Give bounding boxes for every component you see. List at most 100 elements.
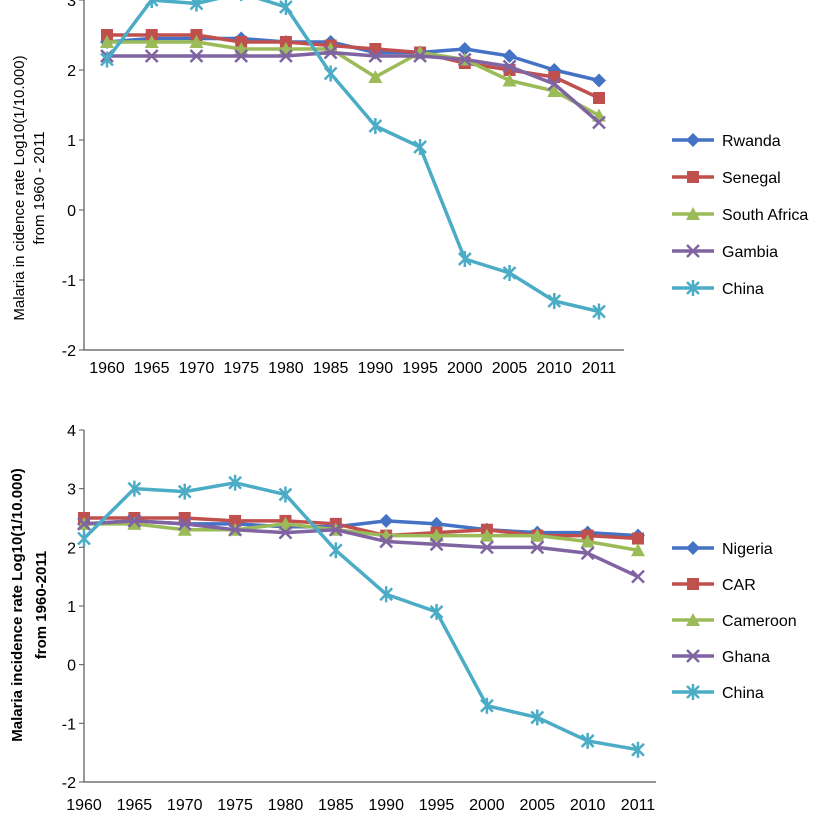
data-point: [429, 603, 444, 620]
legend-label: Nigeria: [722, 541, 773, 558]
data-point: [379, 534, 394, 549]
data-point: [77, 516, 91, 531]
legend-swatch-marker: [686, 649, 700, 663]
data-point: [580, 534, 595, 548]
legend-label: Ghana: [722, 649, 770, 666]
series-line: [107, 40, 600, 118]
data-point: [413, 49, 427, 63]
data-point: [530, 528, 545, 542]
series-rwanda: [100, 31, 606, 88]
data-point: [580, 732, 595, 749]
x-tick-label: 1970: [167, 797, 203, 814]
data-point: [502, 59, 517, 74]
legend-swatch-marker: [686, 280, 700, 296]
legend-item: China: [672, 280, 764, 298]
series-line: [107, 33, 600, 100]
legend-swatch-marker: [686, 244, 700, 258]
data-point: [234, 49, 249, 63]
series-line: [84, 522, 639, 552]
data-point: [77, 530, 91, 547]
legend-label: China: [722, 685, 764, 702]
data-point: [239, 0, 243, 1]
data-point: [502, 265, 517, 281]
y-axis-subtitle: from 1960 - 2011: [31, 131, 48, 244]
data-point: [368, 118, 383, 134]
data-point: [480, 697, 494, 714]
x-tick-label: 1985: [318, 797, 354, 814]
legend-item: Senegal: [672, 170, 781, 187]
data-point: [177, 522, 192, 536]
data-point: [429, 528, 444, 542]
x-tick-label: 1965: [134, 360, 170, 377]
data-point: [323, 45, 338, 60]
data-point: [547, 293, 562, 309]
legend-label: CAR: [722, 577, 756, 594]
data-point: [278, 525, 293, 540]
data-point: [502, 73, 517, 87]
y-tick-label: 4: [67, 423, 76, 440]
y-tick-label: 0: [67, 203, 76, 220]
y-axis-title: Malaria in cidence rate Log10(1/10.000): [11, 55, 28, 320]
data-point: [127, 480, 142, 497]
legend-swatch-marker: [686, 613, 700, 626]
y-axis-title: Malaria incidence rate Log10(1/10.000): [9, 468, 26, 741]
data-point: [632, 532, 644, 545]
data-point: [530, 709, 545, 726]
data-point: [229, 514, 242, 527]
data-point: [592, 115, 606, 130]
data-point: [228, 522, 242, 537]
series-china: [100, 0, 606, 320]
data-point: [580, 546, 595, 561]
chart-panel-2: -2 -1 0 1 2 3 4 1960 1965 1970 1975 1980 1985 1990 199…: [9, 423, 797, 814]
x-tick-label: 1965: [117, 797, 153, 814]
x-tick-label: 2011: [621, 797, 656, 814]
y-tick-label: -2: [62, 775, 76, 792]
legend-item: Cameroon: [672, 613, 797, 630]
data-point: [631, 543, 645, 557]
chart-panel-1: -2 -1 0 1 2 3 1960 1965 1970 1975 1980 1985 1990 1995…: [11, 0, 808, 377]
y-tick-label: 1: [67, 599, 76, 616]
legend-label: South Africa: [722, 207, 808, 224]
data-point: [100, 51, 114, 68]
data-point: [457, 52, 472, 67]
data-point: [530, 540, 545, 555]
x-tick-label: 2005: [519, 797, 555, 814]
data-point: [144, 0, 159, 8]
data-point: [189, 49, 204, 63]
data-point: [368, 49, 383, 63]
data-point: [144, 49, 159, 63]
x-tick-label: 2005: [492, 360, 528, 377]
legend-label: Cameroon: [722, 613, 797, 630]
data-point: [429, 537, 444, 552]
x-tick-label: 1985: [313, 360, 349, 377]
data-point: [379, 586, 394, 603]
data-point: [503, 64, 516, 76]
data-point: [328, 542, 343, 559]
x-tick-label: 1995: [419, 797, 455, 814]
series-line: [105, 0, 600, 314]
x-tick-label: 1970: [179, 360, 215, 377]
data-point: [279, 0, 293, 15]
legend-swatch-marker: [687, 578, 699, 590]
legend-item: Ghana: [672, 649, 770, 666]
data-point: [228, 474, 242, 491]
series-line: [82, 481, 639, 752]
y-tick-label: 3: [67, 0, 76, 10]
legend-label: Gambia: [722, 244, 778, 261]
series-china: [77, 474, 645, 758]
data-point: [480, 540, 494, 555]
data-point: [189, 35, 204, 48]
legend-label: China: [722, 281, 764, 298]
legend-swatch-marker: [687, 171, 699, 183]
data-point: [177, 483, 192, 500]
data-point: [379, 513, 394, 528]
data-point: [328, 522, 343, 537]
data-point: [547, 84, 562, 97]
legend-item: South Africa: [672, 207, 808, 224]
legend-swatch-marker: [686, 133, 700, 147]
data-point: [413, 139, 427, 155]
y-tick-label: 0: [67, 658, 76, 675]
y-tick-label: 2: [67, 63, 76, 80]
legend-label: Senegal: [722, 170, 781, 187]
